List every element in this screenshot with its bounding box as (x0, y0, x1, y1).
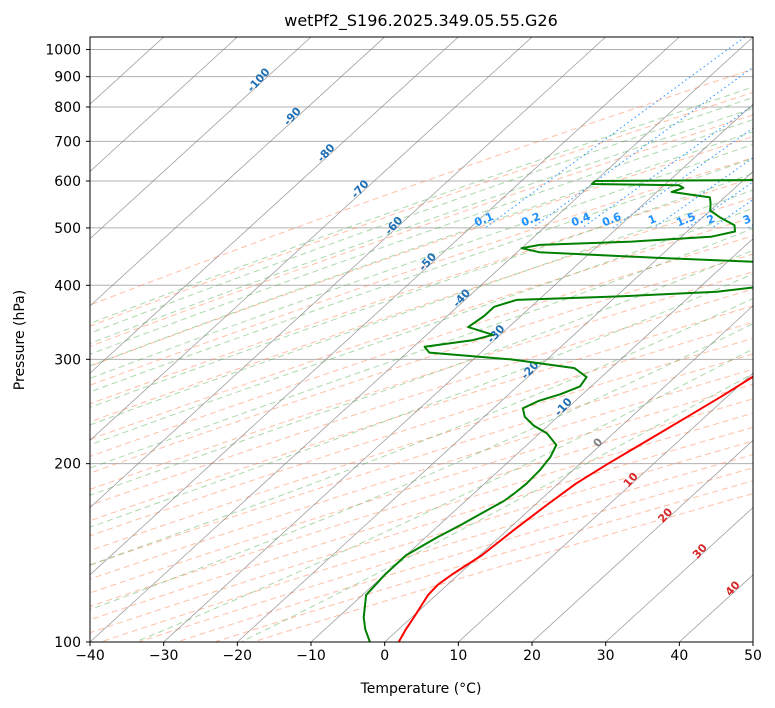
y-tick-label: 1000 (45, 43, 81, 59)
isotherm-line (531, 439, 753, 642)
y-tick-label: 400 (54, 278, 81, 294)
isotherm-line (90, 37, 606, 509)
mixing-ratio-label: 2 (705, 212, 717, 227)
isotherm-line (90, 37, 385, 307)
y-tick-label: 500 (54, 221, 81, 237)
isotherm-label: -90 (281, 104, 304, 128)
x-tick-label: 10 (449, 648, 467, 664)
mixing-ratio-label: 3 (741, 212, 753, 227)
y-tick-label: 100 (54, 635, 81, 651)
moist-adiabat-line (90, 323, 753, 611)
dry-adiabat-line (90, 253, 753, 474)
moist-adiabat-line (90, 119, 753, 355)
moist-adiabat-line (90, 273, 753, 528)
x-axis-ticks: −40 −30 −20 −10 0 10 20 30 40 50 (75, 642, 762, 664)
isotherm-label: -60 (382, 214, 405, 238)
dry-adiabat-line (90, 177, 753, 405)
x-tick-label: 40 (670, 648, 688, 664)
dry-adiabat-line (90, 68, 753, 306)
isotherm-line (90, 37, 238, 172)
isotherm-line (237, 170, 753, 642)
isotherm-label: 0 (591, 435, 606, 450)
mixing-ratio-label: 0.4 (569, 210, 592, 229)
x-tick-label: 50 (744, 648, 762, 664)
mixing-ratio-line (747, 223, 753, 229)
x-tick-label: 0 (380, 648, 389, 664)
moist-adiabat-line (135, 348, 753, 642)
temperature-trace (397, 375, 753, 642)
dry-adiabat-line (90, 321, 753, 537)
isotherm-line (163, 103, 753, 642)
mixing-ratio-label: 0.1 (473, 210, 496, 229)
moist-adiabats (90, 86, 753, 642)
chart-title: wetPf2_S196.2025.349.05.55.G26 (284, 11, 558, 31)
isotherm-label: -50 (416, 250, 439, 274)
moist-adiabat-line (90, 172, 753, 408)
dry-adiabat-line (90, 305, 753, 522)
mixing-ratio-label: 1.5 (675, 210, 698, 229)
mixing-ratio-label: 4 (768, 212, 775, 227)
isotherm-line (90, 37, 459, 374)
isotherm-label: -80 (315, 141, 338, 165)
dry-adiabat-line (90, 271, 753, 490)
isotherm-line (458, 372, 753, 642)
y-axis-label: Pressure (hPa) (12, 290, 28, 390)
isotherm-label: 30 (690, 541, 710, 561)
isotherm-line (90, 37, 753, 642)
isotherm-label: 10 (621, 470, 641, 490)
dry-adiabat-line (90, 114, 753, 347)
isotherm-line (752, 641, 753, 642)
mixing-ratio-label: 1 (646, 212, 658, 227)
x-tick-label: −30 (149, 648, 179, 664)
moist-adiabat-line (90, 207, 753, 446)
dry-adiabat-line (90, 353, 753, 566)
isotherms (90, 37, 753, 642)
mixing-ratio-line (484, 37, 746, 229)
y-tick-label: 800 (54, 100, 81, 116)
x-tick-label: −40 (75, 648, 105, 664)
isotherm-line (605, 507, 753, 642)
mixing-ratio-label: 0.2 (519, 210, 542, 229)
moist-adiabat-line (240, 373, 753, 642)
dewpoint-trace (362, 178, 753, 642)
mixing-ratio-line (581, 104, 753, 229)
dry-adiabats (90, 68, 753, 642)
mixing-ratio-line (653, 157, 753, 229)
plot-area: 0.10.20.40.611.52346810131620253036-100-… (90, 37, 775, 642)
y-axis-ticks: 100 200 300 400 500 600 700 800 900 1000 (45, 43, 90, 651)
x-tick-label: −10 (296, 648, 326, 664)
isotherm-label: 40 (723, 578, 743, 598)
x-tick-label: −20 (223, 648, 253, 664)
plot-frame (89, 36, 754, 643)
dry-adiabat-line (90, 216, 753, 440)
isotherm-label: -100 (245, 65, 273, 94)
mixing-ratio-lines (484, 37, 753, 229)
isotherm-line (310, 238, 753, 642)
isotherm-line (384, 305, 753, 642)
x-tick-label: 20 (523, 648, 541, 664)
mixing-ratio-line (687, 181, 753, 229)
sounding-traces (362, 178, 753, 642)
x-tick-label: 30 (597, 648, 615, 664)
isotherm-line (90, 37, 312, 240)
dry-adiabat-line (90, 91, 753, 327)
y-tick-label: 600 (54, 174, 81, 190)
pressure-gridlines (90, 49, 753, 642)
y-tick-label: 300 (54, 352, 81, 368)
y-tick-label: 200 (54, 457, 81, 473)
dry-adiabat-line (100, 440, 753, 642)
y-tick-label: 700 (54, 134, 81, 150)
isotherm-line (90, 37, 533, 441)
y-tick-label: 900 (54, 70, 81, 86)
x-axis-label: Temperature (°C) (360, 681, 482, 697)
dry-adiabat-line (90, 426, 753, 634)
dry-adiabat-line (90, 383, 753, 594)
isotherm-line (90, 37, 680, 576)
moist-adiabat-line (90, 249, 753, 496)
